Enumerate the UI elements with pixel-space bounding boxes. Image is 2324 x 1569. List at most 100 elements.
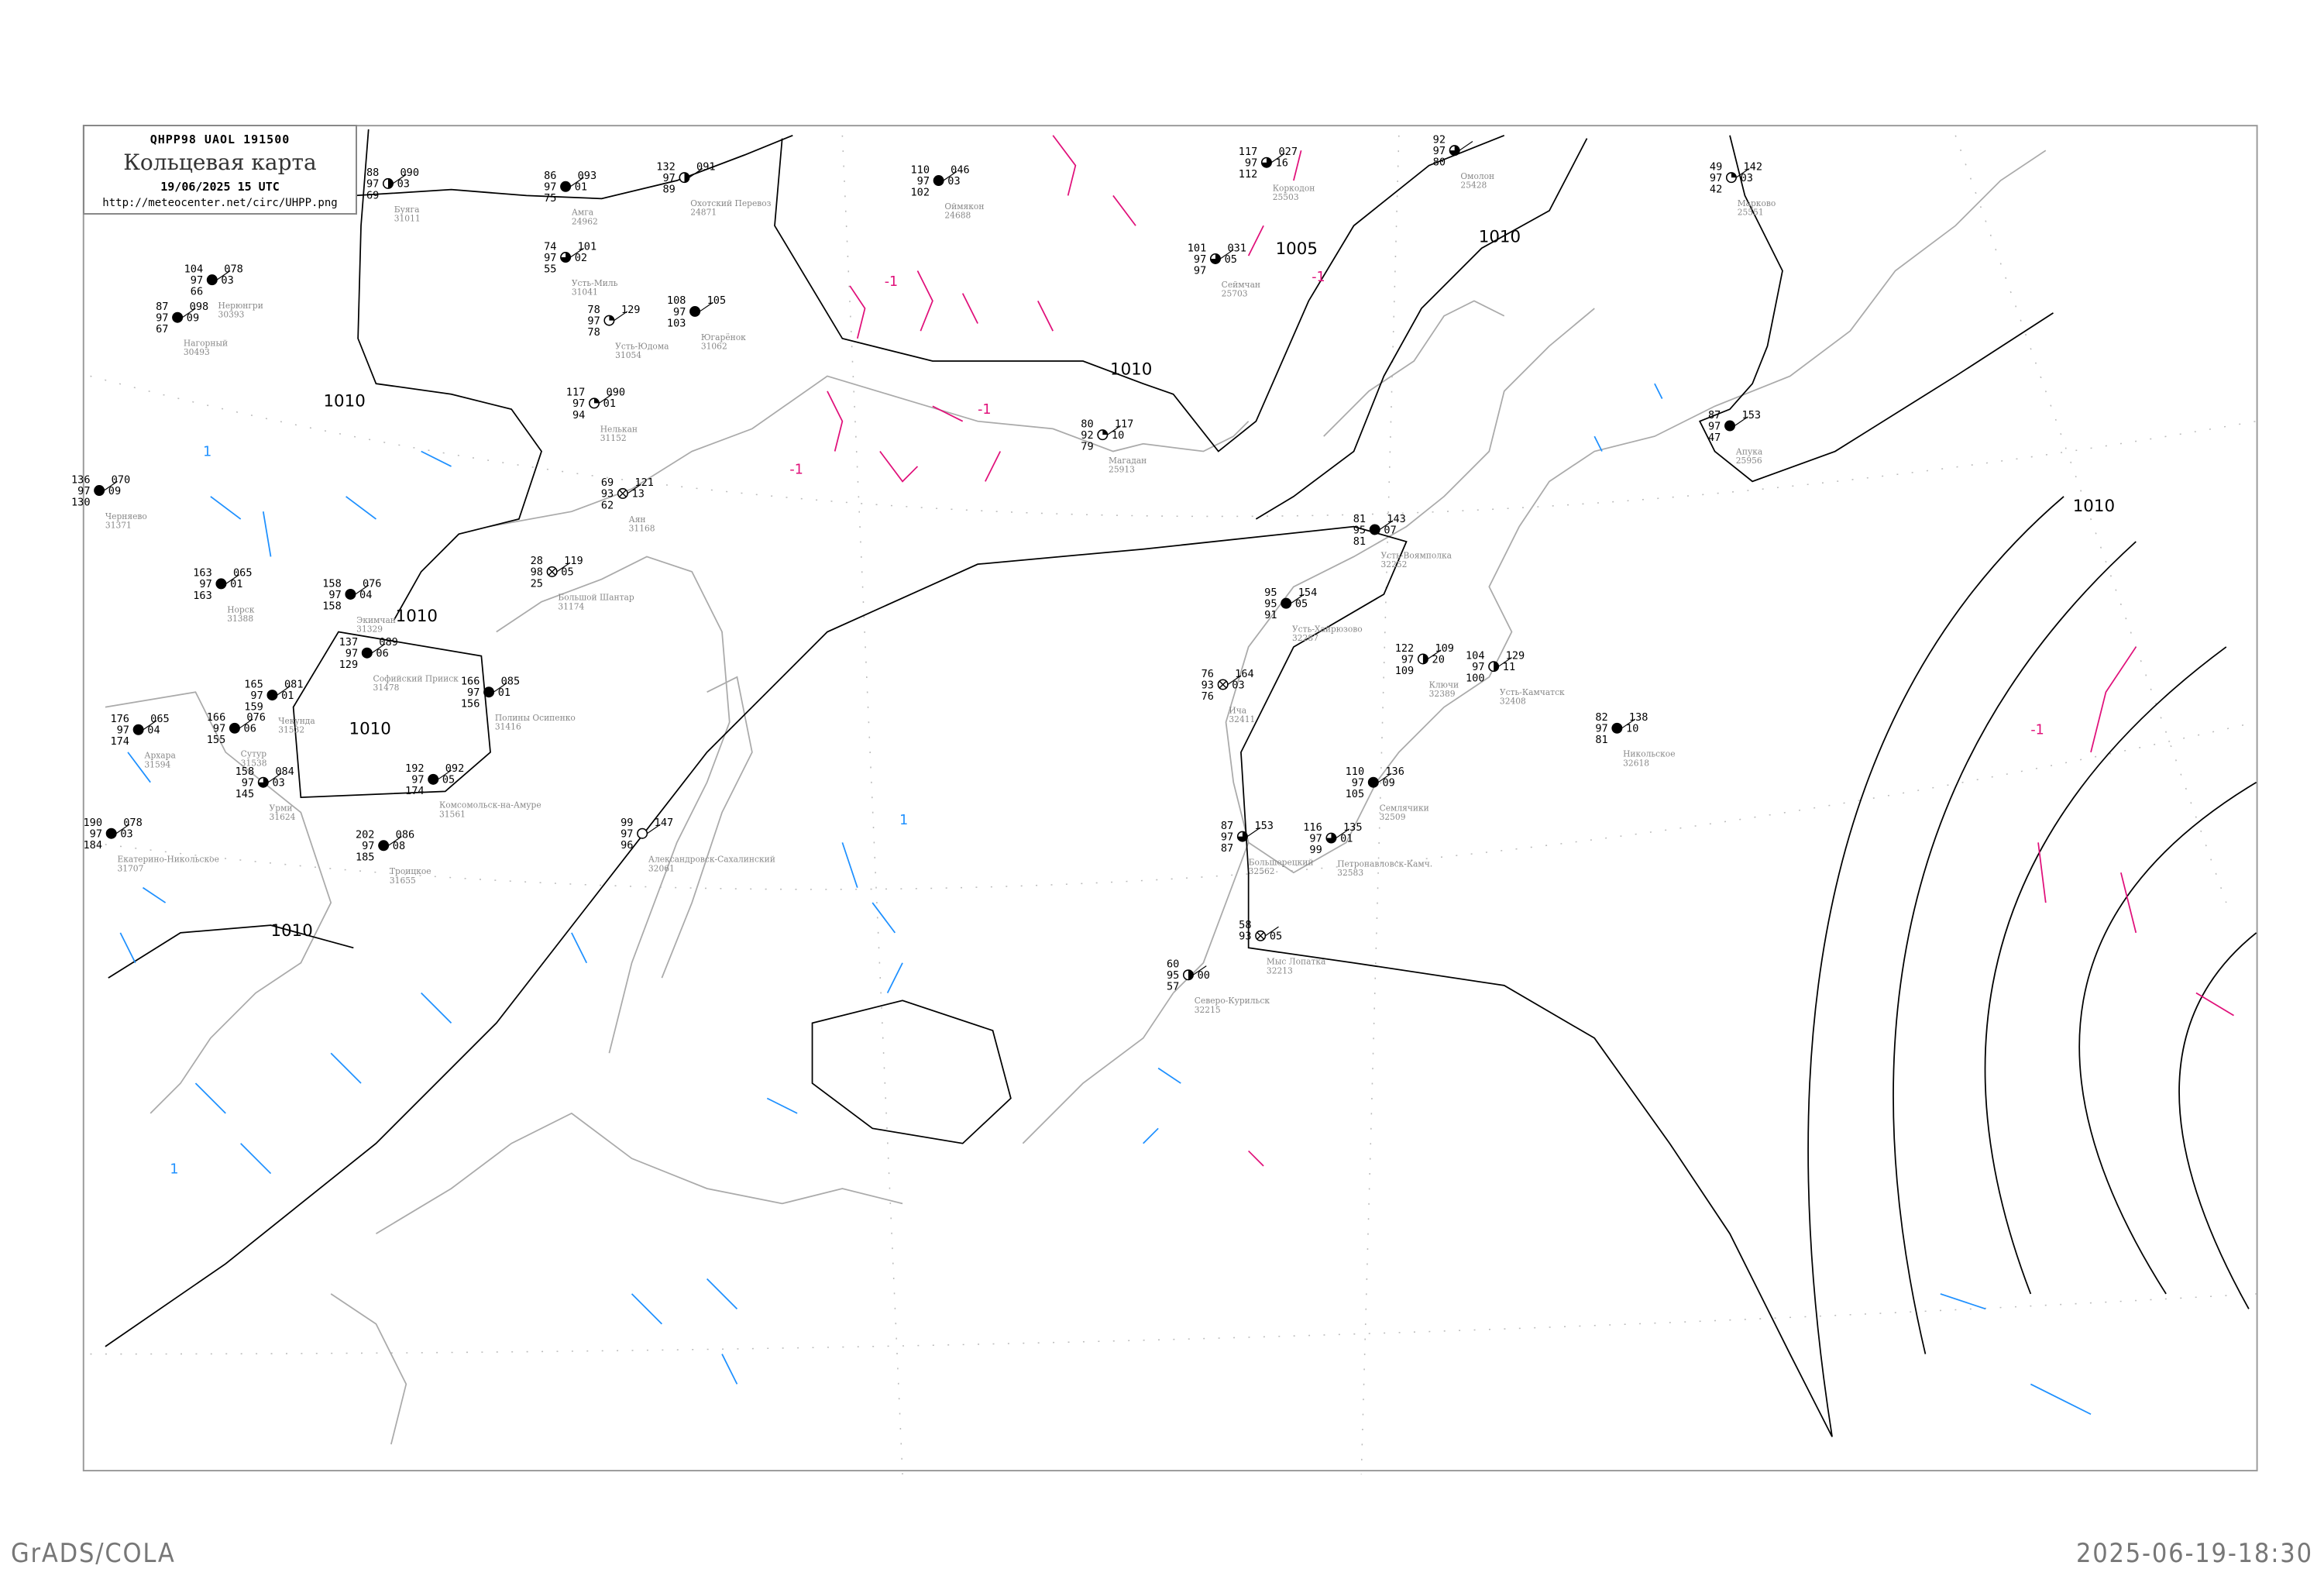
pressure-tendency-value: 05 <box>1270 931 1282 943</box>
wind-barb-icon <box>689 167 703 178</box>
pressure-tendency-value: 10 <box>1626 723 1638 735</box>
dewpoint-value: 97 <box>572 397 585 410</box>
dewpoint-value: 97 <box>191 274 203 287</box>
station-name: Усть-Юдома <box>615 341 669 351</box>
cloud-cover-icon <box>105 828 117 839</box>
source-url[interactable]: http://meteocenter.net/circ/UHPP.png <box>102 197 338 209</box>
cloud-cover-icon <box>1449 145 1460 157</box>
visibility-value: 78 <box>587 326 600 339</box>
pressure-value: 078 <box>224 263 243 275</box>
pressure-value: 090 <box>401 167 420 179</box>
visibility-value: 155 <box>207 734 226 746</box>
wind-barb-icon <box>614 311 628 322</box>
tendency-labels: -1 -1 -1 1 -1 1 -1 1 <box>170 270 2044 1177</box>
visibility-value: 91 <box>1264 609 1277 621</box>
station-id: 31538 <box>241 758 267 768</box>
temperature-value: 137 <box>339 636 359 649</box>
temperature-value: 81 <box>1353 513 1366 525</box>
cloud-cover-icon <box>1260 157 1272 168</box>
wind-barb-icon <box>1336 828 1350 839</box>
dewpoint-value: 93 <box>1202 679 1214 691</box>
pressure-value: 109 <box>1435 642 1454 655</box>
temperature-value: 58 <box>1239 919 1251 931</box>
cloud-cover-icon <box>361 647 373 659</box>
cloud-cover-icon <box>266 690 278 701</box>
temperature-value: 166 <box>461 675 480 687</box>
cloud-cover-icon <box>428 773 439 785</box>
temperature-value: 74 <box>544 240 556 253</box>
temperature-value: 78 <box>587 304 600 316</box>
dewpoint-value: 97 <box>1595 723 1607 735</box>
dewpoint-value: 97 <box>587 315 600 327</box>
wind-barb-icon <box>115 824 130 834</box>
cloud-cover-icon <box>1281 597 1292 609</box>
temperature-value: 136 <box>71 473 91 486</box>
pressure-value: 117 <box>1115 418 1134 430</box>
pressure-value: 129 <box>621 304 641 316</box>
visibility-value: 156 <box>461 698 480 711</box>
pressure-tendency-value: 01 <box>498 686 511 699</box>
cloud-cover-icon <box>603 315 615 326</box>
cloud-cover-icon <box>1488 661 1500 673</box>
dewpoint-value: 97 <box>1433 145 1446 157</box>
station-id: 25703 <box>1222 289 1248 299</box>
wind-barb-icon <box>104 480 118 491</box>
visibility-value: 66 <box>191 286 203 298</box>
dewpoint-value: 97 <box>544 252 556 264</box>
pressure-value: 147 <box>655 817 674 829</box>
map-title: Кольцевая карта <box>123 150 317 175</box>
pressure-value: 121 <box>634 477 654 489</box>
visibility-value: 96 <box>621 839 633 852</box>
pressure-tendency-value: 13 <box>632 488 645 501</box>
station-name: Мыс Лопатка <box>1267 957 1326 967</box>
station-id: 31174 <box>558 601 584 611</box>
cloud-cover-icon <box>257 776 269 788</box>
dewpoint-value: 97 <box>242 777 254 790</box>
cloud-cover-icon <box>1182 969 1194 981</box>
wind-barb-icon <box>1219 249 1234 260</box>
